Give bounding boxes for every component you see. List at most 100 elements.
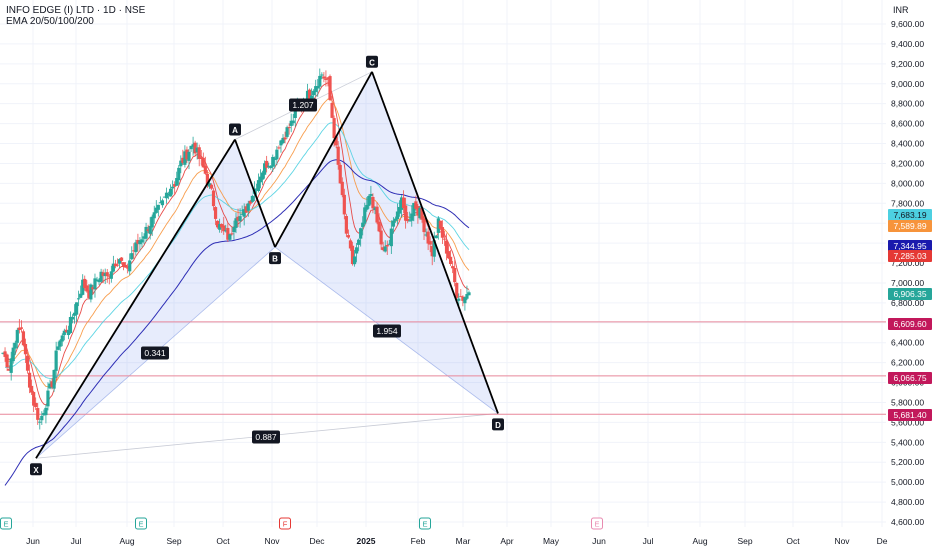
point-B-label: B <box>272 255 278 264</box>
price-tag <box>888 240 932 252</box>
candle-body <box>283 137 287 140</box>
candle-body <box>224 230 228 232</box>
y-tick-label: 4,600.00 <box>891 517 924 527</box>
candle-body <box>436 218 440 233</box>
y-tick-label: 5,000.00 <box>891 477 924 487</box>
candle-body <box>130 253 134 260</box>
candle-body <box>68 316 73 334</box>
ema-line-100 <box>5 122 470 380</box>
price-tag <box>888 250 932 262</box>
candle-body <box>240 214 244 216</box>
price-tag-label: 7,285.03 <box>893 251 926 261</box>
bcd-triangle <box>275 71 498 414</box>
candle-body <box>17 327 21 331</box>
candle-body <box>467 292 471 296</box>
candle-body <box>218 224 222 230</box>
candle-body <box>105 272 109 277</box>
x-tick-label: Jun <box>592 536 606 546</box>
candle-body <box>399 197 404 210</box>
y-tick-label: 8,000.00 <box>891 178 924 188</box>
x-tick-label: Sep <box>166 536 181 546</box>
candle-body <box>269 166 273 169</box>
xab-triangle <box>36 139 275 459</box>
candle-body <box>305 90 310 101</box>
candle-body <box>430 246 434 257</box>
point-X-label: X <box>33 466 39 475</box>
y-tick-label: 8,600.00 <box>891 119 924 129</box>
y-tick-label: 9,600.00 <box>891 19 924 29</box>
candle-body <box>213 207 218 219</box>
candle-body <box>434 235 438 239</box>
candle-body <box>236 216 240 221</box>
candle-body <box>328 76 332 101</box>
candle-body <box>27 372 32 388</box>
point-B-badge <box>269 252 281 265</box>
candle-body <box>119 257 124 261</box>
candle-body <box>9 358 13 373</box>
candle-body <box>23 343 28 355</box>
candle-body <box>459 296 463 298</box>
price-tag-label: 7,683.19 <box>893 210 926 220</box>
candle-body <box>271 156 275 167</box>
ratio-badge <box>252 430 280 444</box>
indicator-legend[interactable]: EMA 20/50/100/200 <box>6 16 94 27</box>
candle-body <box>216 220 220 228</box>
candle-body <box>432 240 436 257</box>
candle-body <box>310 95 314 99</box>
candle-body <box>246 203 250 211</box>
candle-body <box>11 347 15 362</box>
candle-body <box>183 151 187 165</box>
y-tick-label: 8,800.00 <box>891 99 924 109</box>
x-tick-label: May <box>543 536 560 546</box>
candle-body <box>275 149 279 160</box>
price-tag <box>888 318 932 330</box>
y-tick-label: 7,200.00 <box>891 258 924 268</box>
candle-body <box>13 342 17 349</box>
price-tag-label: 6,906.35 <box>893 289 926 299</box>
candle-body <box>199 157 203 159</box>
candle-body <box>342 194 346 215</box>
candle-body <box>152 212 156 219</box>
candle-body <box>401 197 406 209</box>
ratio-label: 1.207 <box>292 100 314 110</box>
y-tick-label: 9,000.00 <box>891 79 924 89</box>
earnings-event-marker <box>0 517 12 530</box>
price-tag-label: 7,589.89 <box>893 221 926 231</box>
candle-body <box>455 282 459 298</box>
candle-body <box>461 296 465 301</box>
candle-body <box>101 272 105 276</box>
candle-body <box>189 145 193 150</box>
candle-body <box>387 243 391 245</box>
candle-body <box>465 294 469 299</box>
candle-body <box>146 229 150 231</box>
candle-body <box>85 285 89 292</box>
candle-body <box>48 383 52 389</box>
currency-label: INR <box>893 5 909 15</box>
candle-body <box>168 188 173 197</box>
x-tick-label: Jul <box>643 536 654 546</box>
candle-body <box>79 293 83 298</box>
event-marker-label: E <box>138 520 143 529</box>
candle-body <box>365 204 369 210</box>
candle-body <box>113 263 118 267</box>
candle-body <box>3 351 7 357</box>
y-tick-label: 5,800.00 <box>891 397 924 407</box>
candle-body <box>357 239 361 245</box>
x-tick-label: Feb <box>411 536 426 546</box>
candle-body <box>393 218 398 221</box>
candle-body <box>138 240 142 245</box>
candle-body <box>175 177 179 186</box>
price-tag <box>888 372 932 384</box>
candle-body <box>453 268 457 283</box>
event-marker-label: E <box>3 520 8 529</box>
candle-body <box>463 297 467 304</box>
x-tick-label: Oct <box>786 536 800 546</box>
point-D-label: D <box>495 421 501 430</box>
candle-body <box>389 228 393 247</box>
candle-body <box>103 273 107 277</box>
x-tick-label: Mar <box>456 536 471 546</box>
candle-body <box>316 86 320 89</box>
candle-body <box>451 266 455 269</box>
candle-body <box>244 206 248 213</box>
